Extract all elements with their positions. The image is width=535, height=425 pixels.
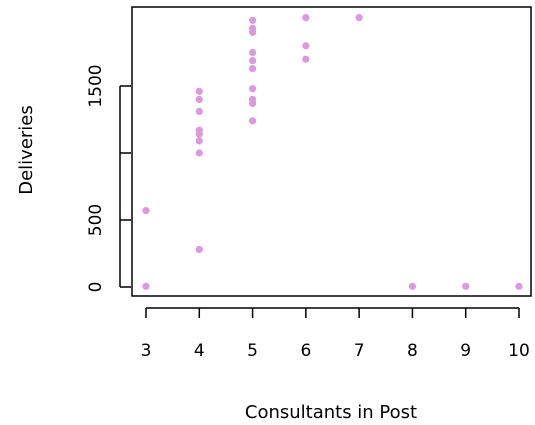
data-point [248,117,257,125]
data-points [142,14,523,290]
data-point [195,95,203,103]
y-axis: 0 500 1500 [86,64,131,292]
data-point [408,282,417,290]
y-tick-label: 500 [86,204,106,236]
x-tick-label: 3 [141,341,152,361]
x-axis-title: Consultants in Post [245,402,417,423]
plot-frame [131,6,532,297]
y-axis-title: Deliveries [16,105,37,195]
x-tick-label: 8 [407,341,418,361]
data-point [248,56,257,65]
data-point [248,64,257,73]
y-tick-label: 1500 [86,64,106,107]
data-point [302,14,310,22]
data-point [195,137,203,145]
data-point [195,107,203,116]
x-tick-label: 10 [508,341,530,361]
data-point [142,207,150,215]
x-tick-label: 5 [247,341,258,361]
data-point [248,16,257,24]
data-point [195,130,203,138]
data-point [142,282,150,290]
data-point [248,85,257,93]
data-point [195,245,203,254]
data-point [302,55,310,63]
x-tick-label: 4 [194,341,205,361]
x-tick-label: 6 [300,341,311,361]
data-point [248,48,257,57]
data-point [195,87,203,95]
data-point [248,99,257,108]
x-tick-label: 9 [460,341,471,361]
data-point [195,149,203,157]
data-point [462,282,470,290]
data-point [355,14,363,22]
y-tick-label: 0 [86,282,106,293]
data-point [302,42,310,50]
x-axis: 3 4 5 6 7 8 9 10 [141,307,530,361]
x-tick-label: 7 [354,341,365,361]
data-point [515,282,523,290]
data-point [248,28,257,36]
